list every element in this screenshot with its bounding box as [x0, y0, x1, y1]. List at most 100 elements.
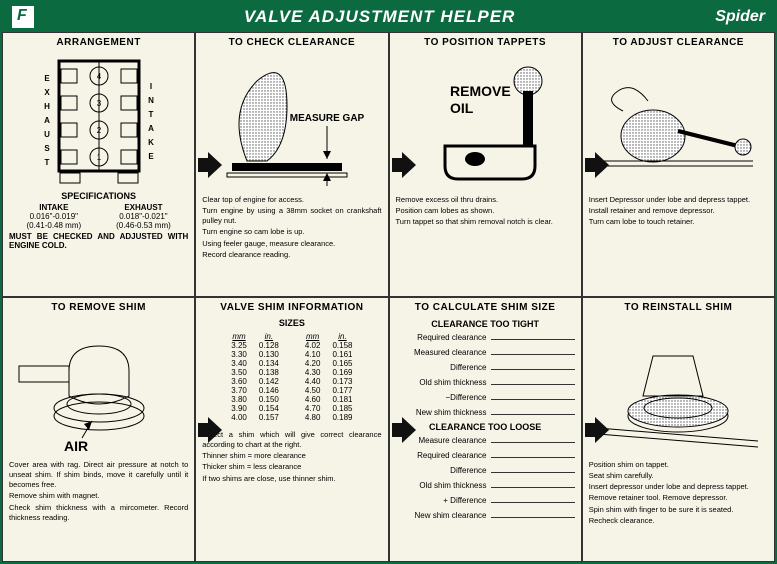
- content-grid: ARRANGEMENT 4 3 2 1: [2, 32, 775, 562]
- check-p2: Turn engine by using a 38mm socket on cr…: [202, 206, 381, 226]
- reinstall-p5: Spin shim with finger to be sure it is s…: [589, 505, 768, 515]
- ws-diff2: Difference: [396, 466, 491, 475]
- svg-text:REMOVE: REMOVE: [450, 83, 511, 99]
- position-p2: Position cam lobes as shown.: [396, 206, 575, 216]
- col-in: in.: [253, 332, 285, 341]
- svg-text:A: A: [44, 116, 52, 125]
- cell-reinstall-shim: TO REINSTALL SHIM Position shim on tappe…: [582, 297, 775, 562]
- intake-label: INTAKE: [26, 203, 81, 212]
- ws-old: Old shim thickness: [396, 378, 491, 387]
- reinstall-p4: Remove retainer tool. Remove depressor.: [589, 493, 768, 503]
- svg-text:T: T: [148, 110, 155, 119]
- col-in: in.: [326, 332, 358, 341]
- svg-text:AIR: AIR: [64, 438, 88, 454]
- svg-text:1: 1: [96, 153, 101, 162]
- cell-check-clearance: TO CHECK CLEARANCE MEASURE GAP Clear top…: [195, 32, 388, 297]
- exhaust-label: EXHAUST: [116, 203, 171, 212]
- cell-title: TO CALCULATE SHIM SIZE: [396, 302, 575, 313]
- cell-title: TO ADJUST CLEARANCE: [589, 37, 768, 48]
- svg-text:3: 3: [96, 99, 101, 108]
- cell-title: VALVE SHIM INFORMATION: [202, 302, 381, 313]
- shiminfo-p2: Thinner shim = more clearance: [202, 451, 381, 461]
- position-p1: Remove excess oil thru drains.: [396, 195, 575, 205]
- remove-diagram: AIR: [9, 316, 188, 456]
- cell-arrangement: ARRANGEMENT 4 3 2 1: [2, 32, 195, 297]
- table-row: 3.600.1424.400.173: [225, 377, 358, 386]
- adjust-p1: Insert Depressor under lobe and depress …: [589, 195, 768, 205]
- ws-minus-diff: −Difference: [396, 393, 491, 402]
- spec-note: MUST BE CHECKED AND ADJUSTED WITH ENGINE…: [9, 232, 188, 250]
- svg-text:A: A: [148, 124, 156, 133]
- page-title: VALVE ADJUSTMENT HELPER: [44, 7, 715, 27]
- reinstall-p2: Seat shim carefully.: [589, 471, 768, 481]
- shiminfo-p1: Select a shim which will give correct cl…: [202, 430, 381, 450]
- svg-text:2: 2: [96, 126, 101, 135]
- svg-text:E: E: [148, 152, 155, 161]
- svg-text:T: T: [44, 158, 51, 167]
- exhaust-in: 0.018"-0.021": [116, 212, 171, 221]
- table-row: 3.500.1384.300.169: [225, 368, 358, 377]
- svg-text:N: N: [148, 96, 156, 105]
- cell-shim-info: VALVE SHIM INFORMATION SIZES mm in. mm i…: [195, 297, 388, 562]
- cell-title: TO REINSTALL SHIM: [589, 302, 768, 313]
- svg-text:MEASURE GAP: MEASURE GAP: [290, 113, 365, 124]
- remove-p1: Cover area with rag. Direct air pressure…: [9, 460, 188, 490]
- check-p4: Using feeler gauge, measure clearance.: [202, 239, 381, 249]
- svg-text:X: X: [44, 88, 51, 97]
- ws-newclr: New shim clearance: [396, 511, 491, 520]
- check-p5: Record clearance reading.: [202, 250, 381, 260]
- cell-remove-shim: TO REMOVE SHIM AIR Cover area with rag. …: [2, 297, 195, 562]
- ws-tight-title: CLEARANCE TOO TIGHT: [396, 319, 575, 329]
- svg-text:I: I: [150, 82, 154, 91]
- position-p3: Turn tappet so that shim removal notch i…: [396, 217, 575, 227]
- svg-text:OIL: OIL: [450, 100, 474, 116]
- cell-title: TO POSITION TAPPETS: [396, 37, 575, 48]
- ws-old2: Old shim thickness: [396, 481, 491, 490]
- header: VALVE ADJUSTMENT HELPER Spider: [2, 2, 775, 32]
- adjust-p3: Turn cam lobe to touch retainer.: [589, 217, 768, 227]
- cell-adjust-clearance: TO ADJUST CLEARANCE Insert Depressor und…: [582, 32, 775, 297]
- check-p1: Clear top of engine for access.: [202, 195, 381, 205]
- reinstall-p6: Recheck clearance.: [589, 516, 768, 526]
- ws-plus-diff: + Difference: [396, 496, 491, 505]
- table-row: 3.900.1544.700.185: [225, 404, 358, 413]
- position-diagram: REMOVE OIL: [396, 51, 575, 191]
- svg-text:K: K: [148, 138, 156, 147]
- intake-mm: (0.41-0.48 mm): [26, 221, 81, 230]
- ws-measured: Measured clearance: [396, 348, 491, 357]
- svg-text:H: H: [44, 102, 52, 111]
- table-row: 3.250.1284.020.158: [225, 341, 358, 350]
- svg-text:E: E: [44, 74, 51, 83]
- ws-loose-title: CLEARANCE TOO LOOSE: [396, 422, 575, 432]
- check-p3: Turn engine so cam lobe is up.: [202, 227, 381, 237]
- table-row: 3.800.1504.600.181: [225, 395, 358, 404]
- spec-title: SPECIFICATIONS: [9, 191, 188, 201]
- spec-columns: INTAKE 0.016"-0.019" (0.41-0.48 mm) EXHA…: [9, 203, 188, 230]
- col-mm: mm: [225, 332, 253, 341]
- table-row: 3.700.1464.500.177: [225, 386, 358, 395]
- brand-logo: [12, 6, 34, 28]
- ws-diff: Difference: [396, 363, 491, 372]
- cell-title: ARRANGEMENT: [9, 37, 188, 48]
- ws-required2: Required clearance: [396, 451, 491, 460]
- shiminfo-p3: Thicker shim = less clearance: [202, 462, 381, 472]
- cell-calculate-shim: TO CALCULATE SHIM SIZE CLEARANCE TOO TIG…: [389, 297, 582, 562]
- cell-title: TO REMOVE SHIM: [9, 302, 188, 313]
- svg-text:U: U: [44, 130, 52, 139]
- arrangement-diagram: 4 3 2 1 E X H A U S: [9, 51, 188, 191]
- model-name: Spider: [715, 8, 765, 26]
- ws-required: Required clearance: [396, 333, 491, 342]
- svg-text:S: S: [44, 144, 51, 153]
- cell-position-tappets: TO POSITION TAPPETS REMOVE OIL Remove ex…: [389, 32, 582, 297]
- reinstall-diagram: [589, 316, 768, 456]
- exhaust-mm: (0.46-0.53 mm): [116, 221, 171, 230]
- reinstall-p1: Position shim on tappet.: [589, 460, 768, 470]
- table-row: 4.000.1574.800.189: [225, 413, 358, 422]
- svg-text:4: 4: [96, 72, 101, 81]
- adjust-diagram: [589, 51, 768, 191]
- remove-p3: Check shim thickness with a mircometer. …: [9, 503, 188, 523]
- table-row: 3.300.1304.100.161: [225, 350, 358, 359]
- shim-size-table: mm in. mm in. 3.250.1284.020.1583.300.13…: [225, 332, 358, 422]
- intake-in: 0.016"-0.019": [26, 212, 81, 221]
- sizes-heading: SIZES: [202, 318, 381, 328]
